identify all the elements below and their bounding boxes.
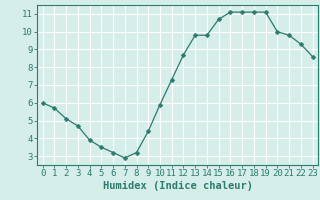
X-axis label: Humidex (Indice chaleur): Humidex (Indice chaleur) [103, 181, 252, 191]
